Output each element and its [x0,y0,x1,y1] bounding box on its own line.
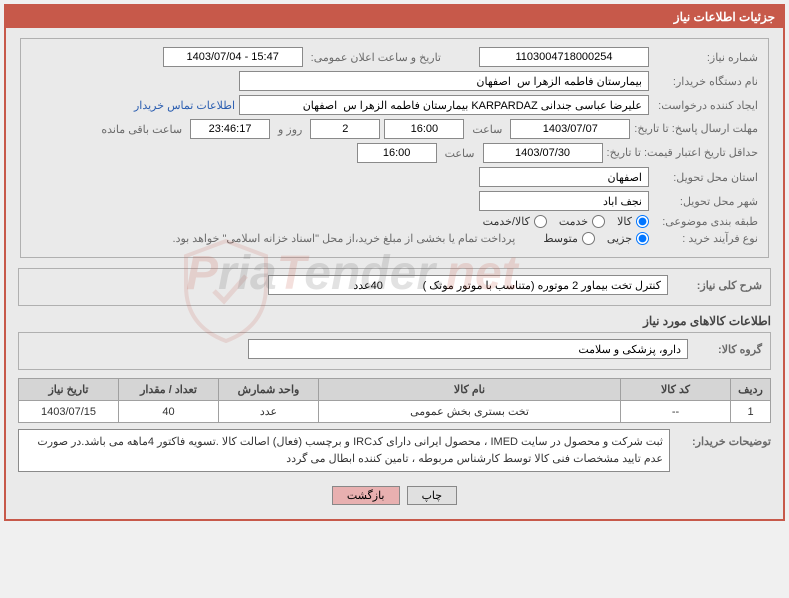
buyer-org-label: نام دستگاه خریدار: [653,75,758,88]
general-label: شرح کلی نیاز: [672,279,762,292]
category-radio-group: کالا خدمت کالا/خدمت [483,215,649,228]
radio-service[interactable]: خدمت [559,215,605,228]
time-label-2: ساعت [441,147,479,160]
items-table: ردیف کد کالا نام کالا واحد شمارش تعداد /… [18,378,771,423]
requester-field [239,95,649,115]
radio-goods[interactable]: کالا [617,215,649,228]
need-no-field [479,47,649,67]
cell-unit: عدد [219,401,319,423]
goods-section-title: اطلاعات کالاهای مورد نیاز [6,314,771,328]
category-label: طبقه بندی موضوعی: [653,215,758,228]
remaining-label: ساعت باقی مانده [97,123,186,136]
time-label-1: ساعت [468,123,506,136]
validity-time-field [357,143,437,163]
announce-label: تاریخ و ساعت اعلان عمومی: [307,51,445,64]
print-button[interactable]: چاپ [407,486,458,505]
footer-buttons: چاپ بازگشت [6,478,783,519]
cell-name: تخت بستری بخش عمومی [319,401,621,423]
goods-group-box: گروه کالا: [18,332,771,370]
validity-date-field [483,143,603,163]
th-qty: تعداد / مقدار [119,379,219,401]
days-field [310,119,380,139]
cell-date: 1403/07/15 [19,401,119,423]
need-no-label: شماره نیاز: [653,51,758,64]
city-field [479,191,649,211]
buyer-desc-row: توضیحات خریدار: ثبت شرکت و محصول در سایت… [18,429,771,472]
general-desc-field [268,275,668,295]
province-label: استان محل تحویل: [653,171,758,184]
goods-group-label: گروه کالا: [692,343,762,356]
buyer-desc-label: توضیحات خریدار: [676,429,771,448]
announce-field [163,47,303,67]
province-field [479,167,649,187]
back-button[interactable]: بازگشت [332,486,400,505]
th-code: کد کالا [621,379,731,401]
th-date: تاریخ نیاز [19,379,119,401]
th-row: ردیف [731,379,771,401]
deadline-time-field [384,119,464,139]
payment-note: پرداخت تمام یا بخشی از مبلغ خرید،از محل … [169,232,520,245]
table-header-row: ردیف کد کالا نام کالا واحد شمارش تعداد /… [19,379,771,401]
radio-both[interactable]: کالا/خدمت [483,215,547,228]
main-panel: جزئیات اطلاعات نیاز PriaTender.net شماره… [4,4,785,521]
process-label: نوع فرآیند خرید : [653,232,758,245]
days-label: روز و [274,123,306,136]
th-unit: واحد شمارش [219,379,319,401]
panel-title: جزئیات اطلاعات نیاز [6,6,783,28]
requester-label: ایجاد کننده درخواست: [653,99,758,112]
buyer-desc-box: ثبت شرکت و محصول در سایت IMED ، محصول ای… [18,429,670,472]
deadline-label: مهلت ارسال پاسخ: تا تاریخ: [634,122,758,136]
cell-code: -- [621,401,731,423]
radio-medium[interactable]: متوسط [543,232,595,245]
general-desc-group: شرح کلی نیاز: [18,268,771,306]
process-radio-group: جزیی متوسط [543,232,649,245]
table-row: 1 -- تخت بستری بخش عمومی عدد 40 1403/07/… [19,401,771,423]
validity-label: حداقل تاریخ اعتبار قیمت: تا تاریخ: [607,146,758,160]
city-label: شهر محل تحویل: [653,195,758,208]
buyer-org-field [239,71,649,91]
radio-small[interactable]: جزیی [607,232,649,245]
countdown-field [190,119,270,139]
deadline-date-field [510,119,630,139]
contact-link[interactable]: اطلاعات تماس خریدار [134,99,235,112]
goods-group-field [248,339,688,359]
th-name: نام کالا [319,379,621,401]
cell-row: 1 [731,401,771,423]
details-box: شماره نیاز: تاریخ و ساعت اعلان عمومی: نا… [20,38,769,258]
cell-qty: 40 [119,401,219,423]
